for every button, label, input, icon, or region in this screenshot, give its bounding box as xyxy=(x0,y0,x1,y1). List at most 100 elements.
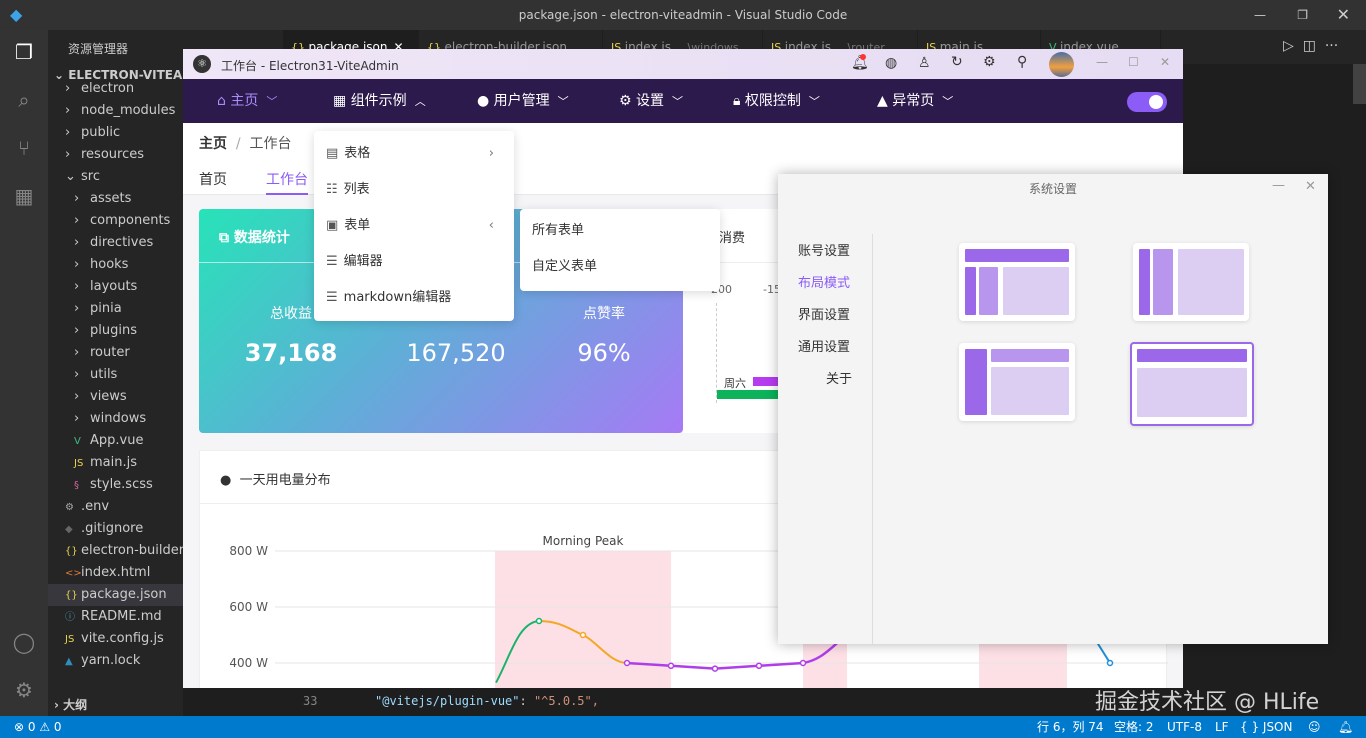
app-minimize-button[interactable]: — xyxy=(1096,55,1108,69)
explorer-item[interactable]: ⚙ .env xyxy=(48,496,183,518)
menu-item-form[interactable]: ▣ 表单 ‹ xyxy=(314,208,514,244)
theme-toggle[interactable] xyxy=(1127,92,1167,112)
breadcrumb: 主页 / 工作台 xyxy=(199,136,292,152)
indentation[interactable]: 空格: 2 xyxy=(1114,720,1154,734)
search-icon[interactable]: ⌕ xyxy=(18,88,30,112)
settings-menu-item[interactable]: 账号设置 xyxy=(798,244,851,259)
explorer-item[interactable]: › hooks xyxy=(48,254,183,276)
dialog-minimize-button[interactable]: — xyxy=(1272,178,1285,193)
scrollbar-thumb[interactable] xyxy=(1353,64,1366,104)
layout-option-double-side[interactable] xyxy=(1133,243,1249,321)
menu-item-table[interactable]: ▤ 表格 › xyxy=(314,136,514,172)
explorer-item[interactable]: › components xyxy=(48,210,183,232)
globe-icon[interactable]: ◍ xyxy=(885,55,898,71)
nav-grid[interactable]: ▦ 组件示例 ︿ xyxy=(333,79,426,123)
explorer-item[interactable]: V App.vue xyxy=(48,430,183,452)
explorer-item[interactable]: JS vite.config.js xyxy=(48,628,183,650)
line-ending[interactable]: LF xyxy=(1215,720,1229,734)
app-close-button[interactable]: ✕ xyxy=(1160,55,1171,69)
problems-indicator[interactable]: ⊗ 0 ⚠ 0 xyxy=(14,720,62,734)
cursor-position[interactable]: 行 6，列 74 xyxy=(1037,720,1104,734)
layout-option-top-selected[interactable] xyxy=(1130,342,1254,426)
avatar[interactable] xyxy=(1049,52,1074,77)
minimize-button[interactable]: — xyxy=(1254,8,1266,22)
explorer-item[interactable]: › utils xyxy=(48,364,183,386)
explorer-icon[interactable]: ❐ xyxy=(15,40,33,64)
split-editor-icon[interactable]: ◫ xyxy=(1302,38,1316,54)
feedback-icon[interactable]: ☺ xyxy=(1308,720,1321,734)
settings-menu-item[interactable]: 布局模式 xyxy=(798,276,851,291)
nav-home[interactable]: ⌂ 主页 ﹀ xyxy=(217,79,277,123)
workspace-root[interactable]: ⌄ ELECTRON-VITEADMIN xyxy=(54,68,219,82)
explorer-item[interactable]: › router xyxy=(48,342,183,364)
menu-item-label: markdown编辑器 xyxy=(343,290,452,305)
breadcrumb-home[interactable]: 主页 xyxy=(199,136,227,152)
explorer-item[interactable]: ⓘ README.md xyxy=(48,606,183,628)
explorer-item[interactable]: › pinia xyxy=(48,298,183,320)
explorer-item[interactable]: › plugins xyxy=(48,320,183,342)
explorer-item[interactable]: ⌄ src xyxy=(48,166,183,188)
explorer-item-label: layouts xyxy=(90,279,138,294)
settings-menu-item[interactable]: 界面设置 xyxy=(798,308,851,323)
tab-workbench[interactable]: 工作台 xyxy=(266,169,308,195)
lock-icon: 🔒︎ xyxy=(733,93,745,109)
explorer-item[interactable]: JS main.js xyxy=(48,452,183,474)
submenu-all-forms[interactable]: 所有表单 xyxy=(532,223,585,238)
explorer-item-label: plugins xyxy=(90,323,137,338)
encoding[interactable]: UTF-8 xyxy=(1167,720,1202,734)
tab-home[interactable]: 首页 xyxy=(199,172,227,188)
explorer-item[interactable]: › public xyxy=(48,122,183,144)
nav-warning[interactable]: ▲ 异常页 ﹀ xyxy=(877,79,953,123)
explorer-item-label: views xyxy=(90,389,127,404)
explorer-item[interactable]: § style.scss xyxy=(48,474,183,496)
nav-gear[interactable]: ⚙ 设置 ﹀ xyxy=(619,79,683,123)
settings-menu-item[interactable]: 通用设置 xyxy=(798,340,851,355)
explorer-item[interactable]: {} electron-builder.json xyxy=(48,540,214,562)
explorer-item[interactable]: › node_modules xyxy=(48,100,183,122)
menu-item-list[interactable]: ☷ 列表 xyxy=(314,172,514,208)
explorer-item[interactable]: <>index.html xyxy=(48,562,183,584)
pin-icon[interactable]: ⚲ xyxy=(1017,54,1028,70)
chevron-icon: › xyxy=(74,301,80,316)
bell-icon[interactable]: 🔔︎ xyxy=(851,54,869,71)
data-point xyxy=(711,665,719,672)
explorer-item[interactable]: › windows xyxy=(48,408,183,430)
skin-icon[interactable]: ♙ xyxy=(918,55,931,71)
explorer-item[interactable]: › directives xyxy=(48,232,183,254)
source-control-icon[interactable]: ⑂ xyxy=(18,136,30,160)
submenu-custom-form[interactable]: 自定义表单 xyxy=(532,259,598,274)
explorer-item[interactable]: › views xyxy=(48,386,183,408)
nav-lock[interactable]: 🔒︎ 权限控制 ﹀ xyxy=(733,79,820,123)
outline-section[interactable]: › 大纲 xyxy=(54,698,88,712)
explorer-item[interactable]: ◆ .gitignore xyxy=(48,518,183,540)
chevron-down-icon: ﹀ xyxy=(672,95,684,108)
close-button[interactable]: ✕ xyxy=(1336,5,1350,24)
explorer-item[interactable]: › electron xyxy=(48,78,183,100)
menu-item-markdown[interactable]: ☰ markdown编辑器 xyxy=(314,280,514,316)
manage-gear-icon[interactable]: ⚙ xyxy=(15,678,33,702)
explorer-item[interactable]: › layouts xyxy=(48,276,183,298)
explorer-item[interactable]: {} package.json xyxy=(48,584,183,606)
notifications-icon[interactable]: 🔔︎ xyxy=(1338,720,1354,734)
chevron-icon: › xyxy=(65,103,71,118)
language-mode[interactable]: { } JSON xyxy=(1240,720,1293,734)
account-icon[interactable]: ◯ xyxy=(12,630,36,654)
extensions-icon[interactable]: ▦ xyxy=(14,184,34,208)
menu-item-editor[interactable]: ☰ 编辑器 xyxy=(314,244,514,280)
tab-close-icon[interactable]: ✕ xyxy=(393,40,404,54)
restore-button[interactable]: ❐ xyxy=(1297,8,1308,22)
run-icon[interactable]: ▷ xyxy=(1283,38,1294,54)
nav-user[interactable]: ● 用户管理 ﹀ xyxy=(477,79,569,123)
app-maximize-button[interactable]: ☐ xyxy=(1128,55,1139,69)
dialog-close-button[interactable]: ✕ xyxy=(1305,179,1316,194)
layout-option-side[interactable] xyxy=(959,343,1075,421)
more-icon[interactable]: ··· xyxy=(1324,38,1339,54)
settings-icon[interactable]: ⚙ xyxy=(983,54,996,70)
layout-option-top-side[interactable] xyxy=(959,243,1075,321)
explorer-item[interactable]: › resources xyxy=(48,144,183,166)
refresh-icon[interactable]: ↻ xyxy=(951,54,963,70)
code-editor[interactable]: 33 "@vitejs/plugin-vue": "^5.0.5", xyxy=(183,688,1366,716)
explorer-item[interactable]: ▲ yarn.lock xyxy=(48,650,183,672)
settings-menu-item[interactable]: 关于 xyxy=(826,372,853,387)
explorer-item[interactable]: › assets xyxy=(48,188,183,210)
